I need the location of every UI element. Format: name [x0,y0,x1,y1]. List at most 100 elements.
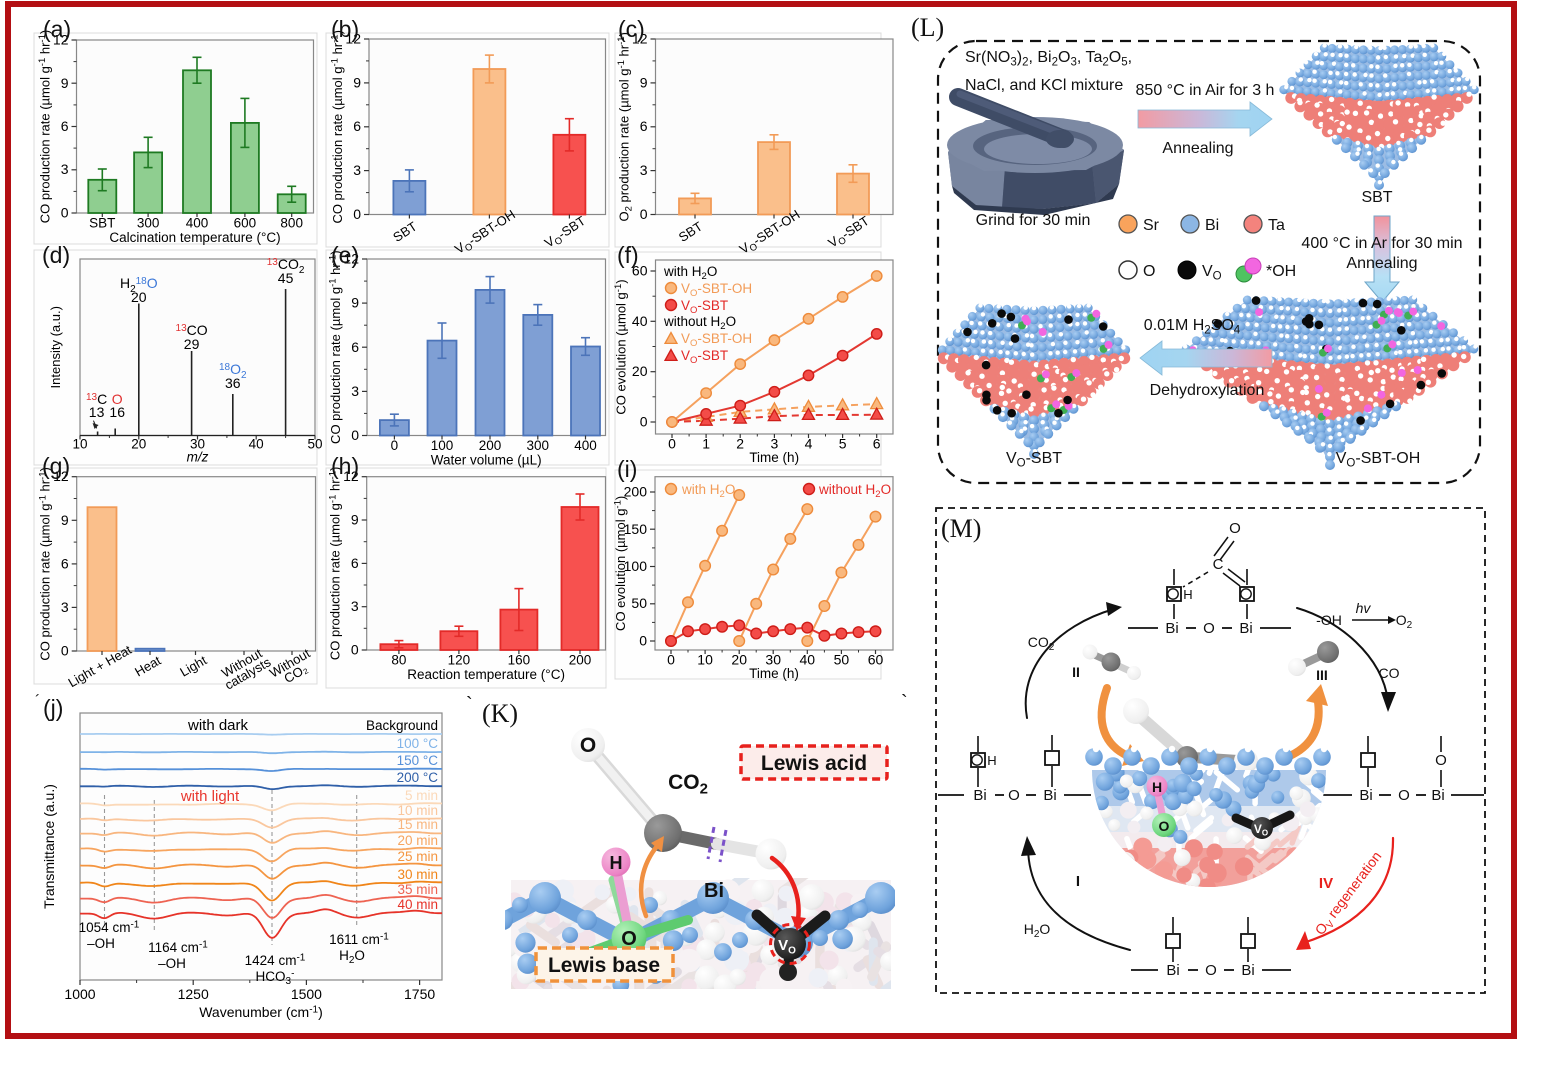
svg-text:O: O [1143,263,1155,280]
svg-text:12: 12 [53,468,69,484]
svg-text:O2⁠ production rate (µmol g-1⁠: O2⁠ production rate (µmol g-1⁠ hr-1⁠) [616,32,634,221]
svg-text:200: 200 [624,484,648,500]
svg-text:60: 60 [632,263,648,279]
svg-text:3: 3 [353,162,361,178]
svg-text:CO2⁠: CO2⁠ [668,771,708,798]
svg-text:5: 5 [839,436,847,452]
svg-text:1611 cm-1⁠: 1611 cm-1⁠ [329,932,389,948]
svg-text:VO⁠-SBT-OH: VO⁠-SBT-OH [681,331,752,349]
svg-text:m/z: m/z [187,450,209,465]
svg-text:SBT: SBT [1361,189,1392,206]
svg-text:VO⁠-SBT: VO⁠-SBT [1006,450,1062,470]
svg-text:30: 30 [190,437,205,452]
svg-text:with dark: with dark [187,717,249,734]
svg-text:Annealing: Annealing [1346,255,1417,272]
svg-text:*OH: *OH [1266,263,1296,280]
svg-text:H: H [610,853,623,873]
svg-text:1250: 1250 [178,986,209,1002]
svg-text:29: 29 [184,336,200,352]
svg-text:150 °C: 150 °C [397,753,439,768]
svg-text:6: 6 [873,436,881,452]
svg-text:VO⁠: VO⁠ [1202,263,1222,283]
svg-text:-OH: -OH [1316,612,1342,628]
svg-text:800: 800 [280,216,303,231]
svg-text:0: 0 [667,652,675,668]
svg-text:H: H [1152,779,1162,795]
svg-text:3: 3 [771,436,779,452]
svg-text:CO production rate (µmol g-1⁠: CO production rate (µmol g-1⁠ hr-1⁠) [327,467,342,660]
svg-text:Background: Background [366,718,438,733]
svg-text:40: 40 [249,437,264,452]
svg-text:60: 60 [868,652,884,668]
svg-text:10 min: 10 min [397,803,438,818]
svg-text:300: 300 [527,438,550,453]
svg-text:30: 30 [765,652,781,668]
svg-text:Bi: Bi [1239,620,1252,637]
svg-text:15 min: 15 min [397,817,438,832]
svg-text:Calcination temperature (°C): Calcination temperature (°C) [109,230,280,245]
svg-text:0: 0 [61,205,69,221]
svg-text:1000: 1000 [64,986,95,1002]
svg-text:3: 3 [61,599,69,615]
svg-text:1164 cm-1⁠: 1164 cm-1⁠ [148,940,208,956]
svg-text:9: 9 [61,75,69,91]
svg-text:CO: CO [1379,665,1400,681]
svg-text:9: 9 [351,512,359,528]
svg-text:SBT: SBT [89,216,115,231]
svg-text:Annealing: Annealing [1162,140,1233,157]
svg-text:12: 12 [343,251,359,267]
svg-text:VO⁠-SBT-OH: VO⁠-SBT-OH [1336,450,1421,470]
svg-text:CO production rate (µmol g-1⁠: CO production rate (µmol g-1⁠ hr-1⁠) [37,30,52,223]
svg-text:30 min: 30 min [397,867,438,882]
svg-text:2: 2 [736,436,744,452]
svg-text:Intensity (a.u.): Intensity (a.u.) [48,306,63,388]
svg-text:CO2⁠: CO2⁠ [1028,634,1055,653]
svg-text:6: 6 [61,118,69,134]
svg-text:HCO3⁠-⁠: HCO3⁠-⁠ [256,969,295,988]
svg-text:O: O [1203,620,1215,637]
svg-text:12: 12 [53,32,69,48]
svg-text:400: 400 [186,216,209,231]
svg-text:O: O [1435,752,1447,769]
svg-text:Reaction temperature (°C): Reaction temperature (°C) [407,667,565,682]
svg-text:Bi: Bi [1241,962,1254,979]
svg-text:40 min: 40 min [397,897,438,912]
svg-text:10: 10 [697,652,713,668]
svg-text:C: C [1213,556,1224,573]
svg-text:Wavenumber (cm-1⁠): Wavenumber (cm-1⁠) [199,1004,323,1020]
svg-text:CO production rate (µmol g-1⁠: CO production rate (µmol g-1⁠ hr-1⁠) [328,250,343,443]
svg-text:6: 6 [351,339,359,355]
svg-text:Bi: Bi [1043,787,1056,804]
svg-text:H: H [1183,587,1192,602]
svg-text:9: 9 [351,295,359,311]
svg-text:1: 1 [702,436,710,452]
svg-text:CO evolution (µmol g-1⁠): CO evolution (µmol g-1⁠) [613,496,628,631]
svg-text:0: 0 [668,436,676,452]
svg-text:160: 160 [508,653,531,668]
svg-text:12: 12 [632,31,648,47]
svg-text:Dehydroxylation: Dehydroxylation [1150,382,1265,399]
svg-text:Bi: Bi [1205,217,1219,234]
svg-text:16: 16 [109,404,125,420]
svg-text:20: 20 [131,289,147,305]
svg-text:NaCl, and KCl mixture: NaCl, and KCl mixture [965,77,1123,94]
svg-text:with light: with light [180,788,240,805]
svg-text:6: 6 [640,118,648,134]
svg-text:O: O [1229,520,1241,537]
svg-text:35 min: 35 min [397,882,438,897]
svg-text:O: O [1205,962,1217,979]
svg-text:OV⁠ regeneration: OV⁠ regeneration [1312,848,1387,939]
svg-text:200: 200 [479,438,502,453]
svg-text:0.01M H2⁠SO4⁠: 0.01M H2⁠SO4⁠ [1144,317,1241,337]
svg-text:9: 9 [353,74,361,90]
svg-text:H2⁠18⁠O: H2⁠18⁠O [120,275,158,295]
svg-text:–OH: –OH [158,956,186,971]
svg-text:II: II [1072,664,1080,680]
svg-text:Bi: Bi [1359,787,1372,804]
svg-text:VO⁠-SBT: VO⁠-SBT [681,348,728,366]
svg-text:20: 20 [131,437,146,452]
svg-text:12: 12 [343,468,359,484]
svg-text:25 min: 25 min [397,849,438,864]
svg-text:Water volume (µL): Water volume (µL) [431,453,542,468]
svg-text:100: 100 [431,438,454,453]
